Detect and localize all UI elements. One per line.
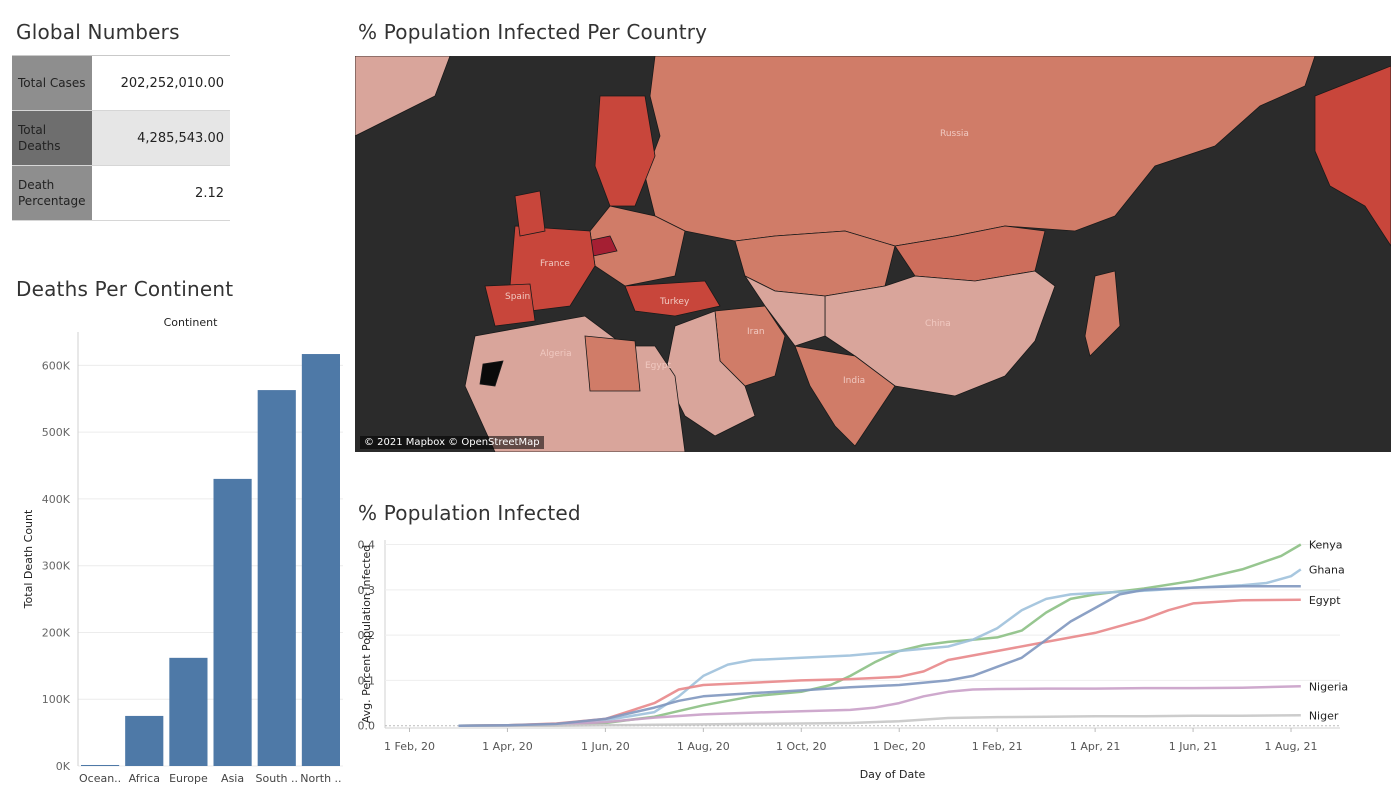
x-tick-label: 1 Aug, 21 xyxy=(1265,740,1318,753)
y-tick-label: 600K xyxy=(42,359,71,372)
y-axis-label: Total Death Count xyxy=(22,509,35,609)
x-tick-label: Africa xyxy=(129,772,160,785)
x-tick-label: 1 Aug, 20 xyxy=(677,740,730,753)
map-region-north-africa[interactable] xyxy=(464,315,686,452)
map-region-northwest[interactable] xyxy=(355,56,451,137)
bar xyxy=(81,764,120,766)
map-region-iberia[interactable] xyxy=(484,283,536,327)
y-tick-label: 0.2 xyxy=(358,629,376,642)
x-tick-label: 1 Feb, 21 xyxy=(972,740,1023,753)
series-label: Niger xyxy=(1309,709,1339,722)
map-region-india[interactable] xyxy=(794,345,896,447)
population-infected-title: % Population Infected xyxy=(358,501,581,525)
map-region-japan[interactable] xyxy=(1084,270,1121,357)
deaths-per-continent-chart: Continent 0K 100K 200K 300K 400K 500K 600K Total… xyxy=(22,316,343,785)
series-label: Nigeria xyxy=(1309,680,1348,693)
y-tick-label: 0.3 xyxy=(358,584,376,597)
death-percentage-value: 2.12 xyxy=(195,185,224,201)
x-tick-label: Ocean.. xyxy=(79,772,121,785)
x-tick-label: Asia xyxy=(221,772,244,785)
y-tick-label: 100K xyxy=(42,693,71,706)
x-tick-label: Europe xyxy=(169,772,208,785)
map-label-algeria: Algeria xyxy=(540,349,572,359)
y-tick-label: 300K xyxy=(42,560,71,573)
map-region-uk[interactable] xyxy=(514,190,546,237)
x-tick-label: 1 Oct, 20 xyxy=(776,740,827,753)
bar xyxy=(125,715,164,766)
map-region-libya[interactable] xyxy=(584,335,641,392)
table-row: Total Deaths 4,285,543.00 xyxy=(12,111,230,166)
global-numbers-table: Total Cases 202,252,010.00 Total Deaths … xyxy=(12,55,230,221)
total-cases-label: Total Cases xyxy=(12,56,92,110)
series-line xyxy=(458,714,1301,727)
series-label: Kenya xyxy=(1309,539,1343,552)
bar xyxy=(301,354,340,766)
y-tick-label: 0.4 xyxy=(358,539,376,552)
series-label: Egypt xyxy=(1309,594,1341,607)
x-axis-label: Day of Date xyxy=(860,768,926,781)
series-line xyxy=(458,598,1301,727)
y-tick-label: 0K xyxy=(56,760,71,773)
map-label-india: India xyxy=(843,376,865,386)
y-tick-label: 0.0 xyxy=(358,720,376,733)
series-line xyxy=(458,685,1301,727)
total-deaths-label: Total Deaths xyxy=(12,111,92,165)
bar xyxy=(169,657,208,766)
map-canvas: Russia China India Iran Egypt Algeria Fr… xyxy=(355,56,1391,452)
y-axis-label: Avg. Percent Population Infected xyxy=(360,545,373,724)
map-label-china: China xyxy=(925,319,951,329)
bar xyxy=(257,390,296,766)
map-region-alaska[interactable] xyxy=(1314,65,1391,247)
map-region-scandinavia[interactable] xyxy=(594,95,656,207)
x-tick-label: 1 Feb, 20 xyxy=(384,740,435,753)
global-numbers-title: Global Numbers xyxy=(16,20,180,44)
map-label-russia: Russia xyxy=(940,129,969,139)
bar xyxy=(213,478,252,766)
total-deaths-value: 4,285,543.00 xyxy=(92,111,230,165)
y-tick-label: 0.1 xyxy=(358,674,376,687)
map-attribution[interactable]: © 2021 Mapbox © OpenStreetMap xyxy=(360,436,544,449)
continent-header: Continent xyxy=(164,316,218,329)
map-title: % Population Infected Per Country xyxy=(358,20,708,44)
total-cases-value: 202,252,010.00 xyxy=(120,75,224,91)
table-row: Total Cases 202,252,010.00 xyxy=(12,56,230,111)
map-label-france: France xyxy=(540,259,570,269)
y-tick-label: 200K xyxy=(42,626,71,639)
map-region-western-sahara[interactable] xyxy=(479,360,504,387)
population-infected-map[interactable]: Russia China India Iran Egypt Algeria Fr… xyxy=(355,56,1391,452)
table-row: Death Percentage 2.12 xyxy=(12,166,230,221)
map-region-russia[interactable] xyxy=(644,56,1316,247)
x-tick-label: 1 Apr, 21 xyxy=(1070,740,1121,753)
death-percentage-label: Death Percentage xyxy=(12,166,92,220)
deaths-per-continent-title: Deaths Per Continent xyxy=(16,277,234,301)
y-tick-label: 400K xyxy=(42,493,71,506)
map-label-egypt: Egypt xyxy=(645,361,671,371)
x-tick-label: North .. xyxy=(300,772,341,785)
map-label-spain: Spain xyxy=(505,292,530,302)
x-tick-label: South .. xyxy=(256,772,298,785)
series-line xyxy=(458,584,1301,727)
series-label: Ghana xyxy=(1309,563,1345,576)
map-region-turkey[interactable] xyxy=(624,280,721,317)
x-tick-label: 1 Dec, 20 xyxy=(873,740,926,753)
y-tick-label: 500K xyxy=(42,426,71,439)
series-line xyxy=(458,568,1302,727)
map-label-turkey: Turkey xyxy=(659,297,690,307)
map-region-central-asia[interactable] xyxy=(743,274,826,347)
x-tick-label: 1 Jun, 21 xyxy=(1169,740,1218,753)
x-tick-label: 1 Apr, 20 xyxy=(482,740,533,753)
map-label-iran: Iran xyxy=(747,327,765,337)
x-tick-label: 1 Jun, 20 xyxy=(581,740,630,753)
